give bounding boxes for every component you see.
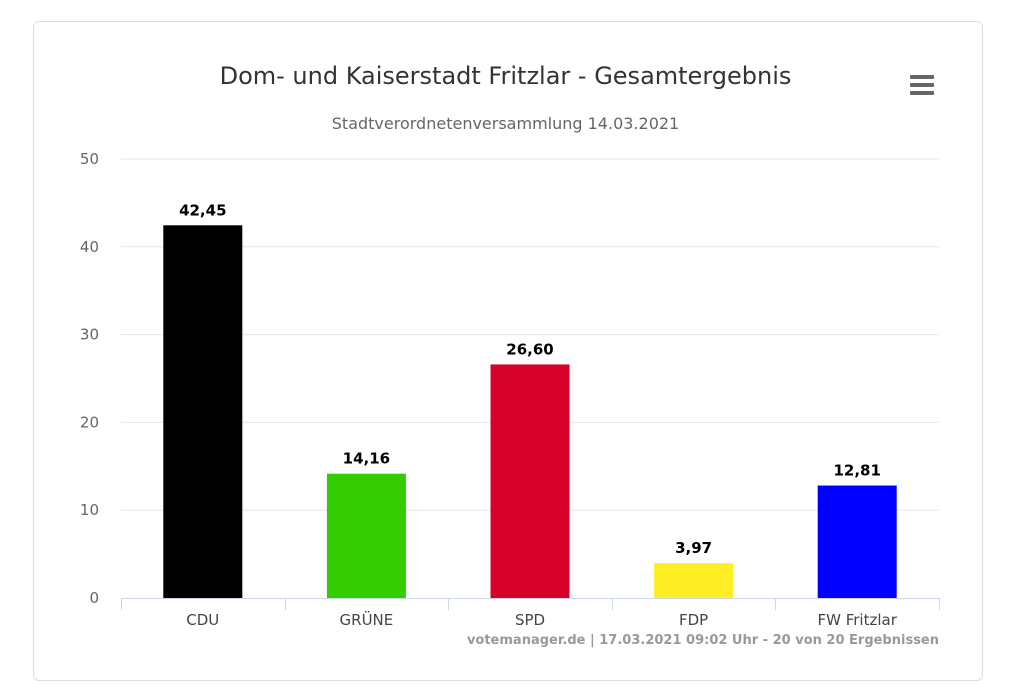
bar-fw-fritzlar (817, 485, 897, 598)
data-label: 26,60 (506, 340, 553, 358)
data-labels: 42,45 14,16 26,60 3,97 12,81 (179, 201, 881, 557)
data-label: 12,81 (833, 462, 880, 480)
bar-gr-ne (326, 473, 406, 598)
y-tick-label: 10 (80, 501, 99, 519)
grid-lines (121, 158, 939, 511)
x-tick-label: CDU (186, 611, 219, 629)
x-tick-label: FDP (679, 611, 708, 629)
y-tick-label: 40 (80, 238, 99, 256)
y-tick-label: 20 (80, 413, 99, 431)
y-tick-label: 0 (89, 589, 99, 607)
y-tick-label: 50 (80, 150, 99, 168)
bars (163, 225, 897, 598)
hamburger-menu-icon (910, 75, 934, 79)
data-label: 42,45 (179, 201, 226, 219)
chart-subtitle: Stadtverordnetenversammlung 14.03.2021 (331, 114, 680, 133)
x-tick-label: GRÜNE (340, 610, 394, 629)
bar-fdp (654, 563, 734, 598)
x-tick-label: SPD (515, 611, 545, 629)
bar-cdu (163, 225, 243, 598)
credits-text[interactable]: votemanager.de | 17.03.2021 09:02 Uhr - … (467, 633, 939, 648)
x-axis: CDU GRÜNE SPD FDP FW Fritzlar (121, 598, 940, 629)
chart-menu-button[interactable] (906, 72, 938, 98)
y-axis: 0 10 20 30 40 50 (80, 150, 99, 607)
data-label: 3,97 (675, 539, 712, 557)
y-tick-label: 30 (80, 326, 99, 344)
bar-spd (490, 364, 570, 598)
hamburger-menu-icon-bar (910, 83, 934, 87)
hamburger-menu-icon-bar (910, 91, 934, 95)
x-tick-label: FW Fritzlar (818, 611, 898, 629)
data-label: 14,16 (343, 450, 390, 468)
chart-title: Dom- und Kaiserstadt Fritzlar - Gesamter… (219, 62, 792, 90)
